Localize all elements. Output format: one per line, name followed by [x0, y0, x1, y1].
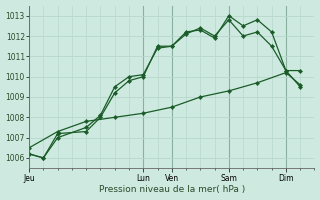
X-axis label: Pression niveau de la mer( hPa ): Pression niveau de la mer( hPa ) [99, 185, 245, 194]
